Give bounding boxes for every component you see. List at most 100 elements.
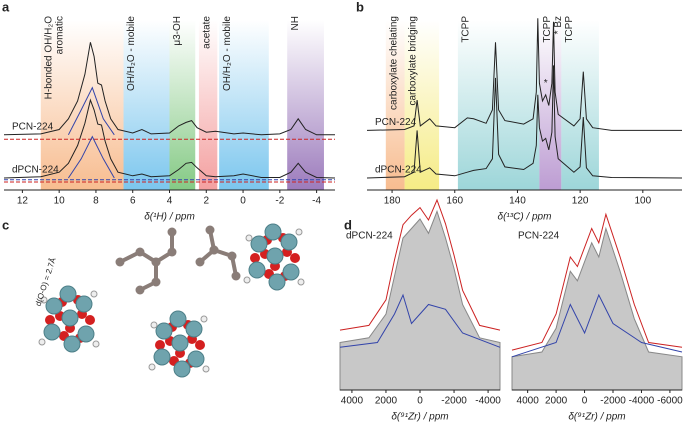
atom-zr bbox=[280, 233, 298, 251]
annotation: * bbox=[544, 78, 548, 89]
atom-zr bbox=[250, 235, 268, 253]
atom-c bbox=[135, 285, 145, 295]
panel-label: d bbox=[344, 217, 352, 232]
x-tick-label: 140 bbox=[509, 196, 526, 207]
x-tick-label: 4000 bbox=[517, 396, 540, 407]
atom-c bbox=[167, 227, 177, 237]
atom-zr bbox=[61, 309, 79, 327]
series-label: dPCN-224 bbox=[375, 165, 422, 176]
spectrum bbox=[67, 86, 115, 136]
x-tick-label: 6 bbox=[130, 196, 136, 207]
x-tick-label: 100 bbox=[634, 196, 651, 207]
x-tick-label: -2000 bbox=[441, 396, 467, 407]
x-tick-label: 0 bbox=[582, 396, 588, 407]
atom-h bbox=[90, 290, 98, 298]
x-tick-label: -4 bbox=[312, 196, 321, 207]
atom-c bbox=[205, 225, 215, 235]
atom-o bbox=[85, 315, 95, 325]
series-label: dPCN-224 bbox=[12, 165, 59, 176]
atom-zr bbox=[45, 297, 63, 315]
atom-h bbox=[38, 338, 46, 346]
chart-title: dPCN-224 bbox=[346, 231, 393, 242]
region-label: TCPP bbox=[564, 16, 575, 43]
region bbox=[123, 20, 170, 190]
atom-h bbox=[202, 365, 210, 373]
region-label: TCPP bbox=[542, 16, 553, 43]
region-label: OH/H₂O - mobile bbox=[126, 16, 137, 91]
atom-zr bbox=[282, 263, 300, 281]
atom-zr bbox=[173, 360, 191, 378]
region-label: μ3-OH bbox=[172, 16, 183, 46]
atom-zr bbox=[248, 261, 266, 279]
atom-zr bbox=[264, 223, 282, 241]
region bbox=[40, 20, 124, 190]
atom-zr bbox=[155, 322, 173, 340]
atom-h bbox=[245, 234, 253, 242]
atom-h bbox=[92, 340, 100, 348]
spectrum bbox=[511, 212, 683, 351]
atom-h bbox=[150, 321, 158, 329]
atom-zr bbox=[169, 310, 187, 328]
region-label: aromatic bbox=[54, 16, 65, 54]
atom-o bbox=[155, 340, 165, 350]
atom-zr bbox=[266, 247, 284, 265]
x-axis-label: δ(¹H) / ppm bbox=[144, 212, 195, 223]
molecular-structure bbox=[38, 223, 305, 378]
spectrum bbox=[511, 293, 683, 358]
x-axis-label: δ(¹³C) / ppm bbox=[498, 212, 552, 223]
atom-h bbox=[295, 228, 303, 236]
atom-zr bbox=[43, 323, 61, 341]
x-tick-label: 180 bbox=[384, 196, 401, 207]
x-tick-label: 0 bbox=[417, 396, 423, 407]
region bbox=[287, 20, 324, 190]
atom-zr bbox=[77, 325, 95, 343]
region bbox=[169, 20, 196, 190]
x-tick-label: 8 bbox=[93, 196, 99, 207]
region bbox=[385, 20, 405, 190]
chart-title: PCN-224 bbox=[518, 231, 560, 242]
x-tick-label: 0 bbox=[240, 196, 246, 207]
region-label: OH/H₂O - mobile bbox=[222, 16, 233, 91]
x-tick-label: 2000 bbox=[545, 396, 568, 407]
region-label: NH bbox=[290, 16, 301, 30]
atom-o bbox=[290, 253, 300, 263]
x-tick-label: -2 bbox=[275, 196, 284, 207]
x-tick-label: 2000 bbox=[375, 396, 398, 407]
region bbox=[219, 20, 269, 190]
spectrum bbox=[339, 293, 501, 348]
atom-zr bbox=[187, 350, 205, 368]
series-label: PCN-224 bbox=[12, 121, 54, 132]
spectrum bbox=[67, 135, 115, 179]
panel-label: c bbox=[2, 217, 9, 232]
region-label: carboxylate chelating bbox=[388, 16, 399, 110]
atom-zr bbox=[153, 348, 171, 366]
region-label: carboxylate bridging bbox=[407, 16, 418, 106]
area bbox=[339, 209, 501, 391]
spectrum bbox=[366, 18, 682, 131]
x-tick-label: 12 bbox=[17, 196, 29, 207]
region bbox=[539, 20, 562, 190]
x-tick-label: 4 bbox=[167, 196, 173, 207]
x-tick-label: 2 bbox=[203, 196, 209, 207]
spectrum bbox=[339, 198, 501, 331]
region-label: H-bonded OH/H₂O bbox=[43, 16, 54, 100]
atom-h bbox=[40, 296, 48, 304]
region bbox=[198, 20, 218, 190]
atom-o bbox=[45, 315, 55, 325]
spectrum bbox=[3, 42, 335, 136]
atom-zr bbox=[268, 273, 286, 291]
atom-h bbox=[200, 315, 208, 323]
atom-h bbox=[148, 363, 156, 371]
atom-c bbox=[231, 271, 241, 281]
x-tick-label: 10 bbox=[54, 196, 66, 207]
atom-zr bbox=[59, 285, 77, 303]
atom-h bbox=[297, 278, 305, 286]
atom-zr bbox=[171, 334, 189, 352]
atom-zr bbox=[75, 295, 93, 313]
atom-o bbox=[250, 253, 260, 263]
region-label: TCPP bbox=[461, 16, 472, 43]
atom-o bbox=[195, 340, 205, 350]
x-tick-label: 120 bbox=[572, 196, 589, 207]
x-axis-label: δ(⁹¹Zr) / ppm bbox=[568, 412, 625, 423]
